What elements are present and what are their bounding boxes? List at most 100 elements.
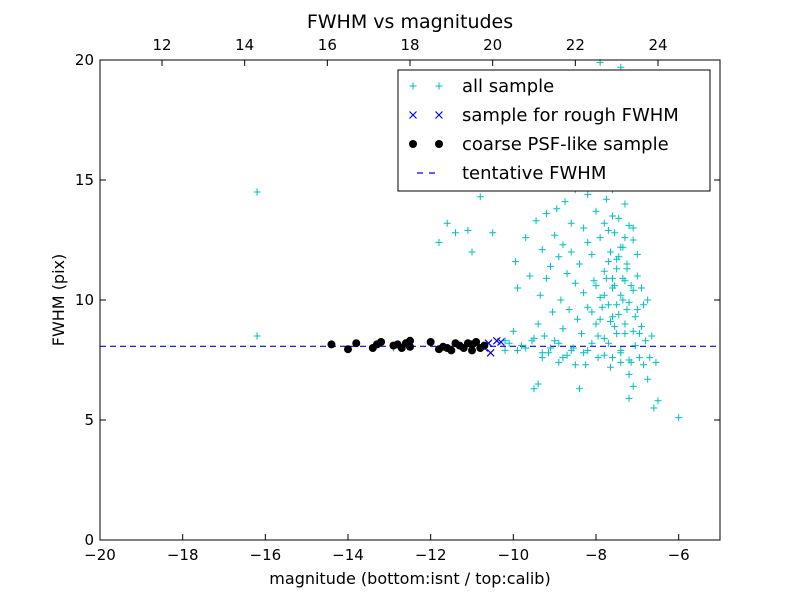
x-tick-label: −20 bbox=[84, 546, 116, 564]
data-point bbox=[518, 342, 526, 350]
data-point bbox=[619, 296, 627, 304]
x-tick-label: −6 bbox=[668, 546, 690, 564]
axes-layer: −20 −18 −16 −14 −12 −10 −8 −6 0 5 10 15 20 12 14 16 18 20… bbox=[75, 36, 720, 564]
data-point bbox=[559, 241, 567, 249]
data-point bbox=[592, 320, 600, 328]
legend-marker bbox=[435, 111, 443, 119]
data-point bbox=[538, 349, 546, 357]
data-point bbox=[635, 330, 643, 338]
data-point bbox=[627, 282, 635, 290]
data-point bbox=[530, 385, 538, 393]
data-point bbox=[463, 339, 472, 348]
x-tick-label: −14 bbox=[332, 546, 364, 564]
data-point bbox=[561, 198, 569, 206]
data-point bbox=[571, 361, 579, 369]
data-point bbox=[613, 301, 621, 309]
data-point bbox=[604, 339, 612, 347]
top-tick-label: 18 bbox=[400, 36, 419, 54]
data-point bbox=[635, 354, 643, 362]
data-point bbox=[472, 338, 481, 346]
top-tick-label: 22 bbox=[566, 36, 585, 54]
data-point bbox=[578, 330, 586, 338]
data-point bbox=[505, 339, 513, 347]
data-point bbox=[542, 210, 550, 218]
data-point bbox=[675, 414, 683, 422]
data-point bbox=[611, 322, 619, 330]
data-point bbox=[580, 349, 588, 357]
legend-label: all sample bbox=[462, 76, 554, 97]
data-point bbox=[629, 236, 637, 244]
data-point bbox=[602, 195, 610, 203]
data-point bbox=[575, 385, 583, 393]
legend-marker bbox=[435, 140, 443, 148]
data-point bbox=[497, 338, 505, 346]
data-point bbox=[613, 265, 621, 273]
data-point bbox=[611, 229, 619, 237]
data-point bbox=[426, 338, 435, 346]
data-point bbox=[526, 272, 534, 280]
data-point bbox=[596, 234, 604, 242]
data-point bbox=[621, 330, 629, 338]
data-point bbox=[596, 294, 604, 302]
data-point bbox=[509, 327, 517, 335]
data-point bbox=[619, 243, 627, 251]
data-point bbox=[513, 346, 521, 354]
data-point bbox=[571, 279, 579, 287]
data-point bbox=[650, 404, 658, 412]
data-point bbox=[584, 303, 592, 311]
data-point bbox=[567, 248, 575, 256]
top-tick-label: 12 bbox=[152, 36, 171, 54]
data-point bbox=[555, 339, 563, 347]
data-point bbox=[534, 380, 542, 388]
data-point bbox=[642, 337, 650, 345]
legend-box bbox=[397, 69, 711, 192]
data-point bbox=[468, 346, 476, 355]
data-point bbox=[534, 320, 542, 328]
data-point bbox=[551, 231, 559, 239]
data-point bbox=[633, 250, 641, 258]
data-point bbox=[573, 315, 581, 323]
legend-marker bbox=[435, 82, 443, 90]
data-point bbox=[582, 361, 590, 369]
data-point bbox=[629, 286, 637, 294]
data-point bbox=[563, 351, 571, 359]
data-point bbox=[588, 339, 596, 347]
y-axis-label: FWHM (pix) bbox=[49, 254, 68, 347]
x-tick-label: −12 bbox=[415, 546, 447, 564]
data-point bbox=[538, 246, 546, 254]
data-point bbox=[590, 277, 598, 285]
data-point bbox=[352, 339, 361, 348]
data-point bbox=[631, 313, 639, 321]
x-tick-label: −10 bbox=[498, 546, 530, 564]
data-point bbox=[621, 200, 629, 208]
data-point bbox=[559, 354, 567, 362]
data-point bbox=[606, 318, 614, 326]
y-tick-label: 5 bbox=[84, 411, 94, 429]
data-point bbox=[629, 327, 637, 335]
data-point bbox=[633, 306, 641, 314]
data-point bbox=[555, 253, 563, 261]
data-point bbox=[480, 341, 489, 350]
data-point bbox=[606, 363, 614, 371]
data-point bbox=[253, 188, 261, 196]
data-point bbox=[646, 354, 654, 362]
data-point bbox=[625, 394, 633, 402]
data-point bbox=[621, 320, 629, 328]
x-tick-label: −18 bbox=[167, 546, 199, 564]
data-point bbox=[592, 282, 600, 290]
data-point bbox=[606, 248, 614, 256]
data-point bbox=[625, 298, 633, 306]
data-point bbox=[604, 226, 612, 234]
data-point bbox=[406, 342, 414, 351]
data-point bbox=[559, 325, 567, 333]
data-point bbox=[623, 260, 631, 268]
data-point bbox=[598, 303, 606, 311]
chart-title: FWHM vs magnitudes bbox=[307, 11, 513, 33]
data-point bbox=[613, 330, 621, 338]
data-point bbox=[625, 222, 633, 230]
data-point bbox=[377, 338, 386, 346]
data-point bbox=[604, 258, 612, 266]
data-point bbox=[476, 193, 484, 201]
data-point bbox=[486, 348, 495, 357]
